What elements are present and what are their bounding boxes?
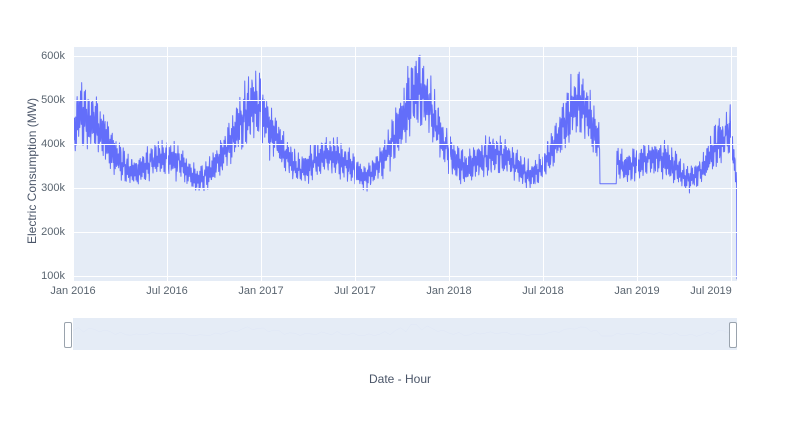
xtick-jul-2019: Jul 2019 xyxy=(690,285,732,297)
gridline-400k xyxy=(73,144,737,145)
ytick-200k: 200k xyxy=(41,226,65,238)
electric-consumption-trace[interactable] xyxy=(73,47,737,281)
xtick-jan-2016: Jan 2016 xyxy=(50,285,96,297)
gridline-jan-2016 xyxy=(73,47,74,281)
gridline-jul-2017 xyxy=(355,47,356,281)
ytick-100k: 100k xyxy=(41,270,65,282)
xtick-jul-2016: Jul 2016 xyxy=(146,285,188,297)
xtick-jan-2017: Jan 2017 xyxy=(238,285,284,297)
gridline-jul-2016 xyxy=(167,47,168,281)
y-axis-title: Electric Consumption (MW) xyxy=(25,97,39,245)
x-axis-title: Date - Hour xyxy=(368,372,432,386)
gridline-600k xyxy=(73,56,737,57)
ytick-600k: 600k xyxy=(41,50,65,62)
gridline-jan-2019 xyxy=(637,47,638,281)
xtick-jul-2017: Jul 2017 xyxy=(334,285,376,297)
range-slider-right-handle[interactable] xyxy=(729,322,737,348)
gridline-jul-2018 xyxy=(543,47,544,281)
range-slider-left-handle[interactable] xyxy=(64,322,72,348)
range-slider-track[interactable] xyxy=(73,318,737,350)
gridline-300k xyxy=(73,188,737,189)
ytick-500k: 500k xyxy=(41,94,65,106)
plot-area[interactable] xyxy=(73,47,737,281)
xtick-jan-2018: Jan 2018 xyxy=(426,285,472,297)
gridline-200k xyxy=(73,232,737,233)
ytick-400k: 400k xyxy=(41,138,65,150)
gridline-100k xyxy=(73,276,737,277)
xtick-jan-2019: Jan 2019 xyxy=(614,285,660,297)
range-slider-preview-trace xyxy=(73,323,734,337)
gridline-jan-2017 xyxy=(261,47,262,281)
gridline-jul-2019 xyxy=(731,47,732,281)
xtick-jul-2018: Jul 2018 xyxy=(522,285,564,297)
ytick-300k: 300k xyxy=(41,182,65,194)
gridline-jan-2018 xyxy=(449,47,450,281)
gridline-500k xyxy=(73,100,737,101)
